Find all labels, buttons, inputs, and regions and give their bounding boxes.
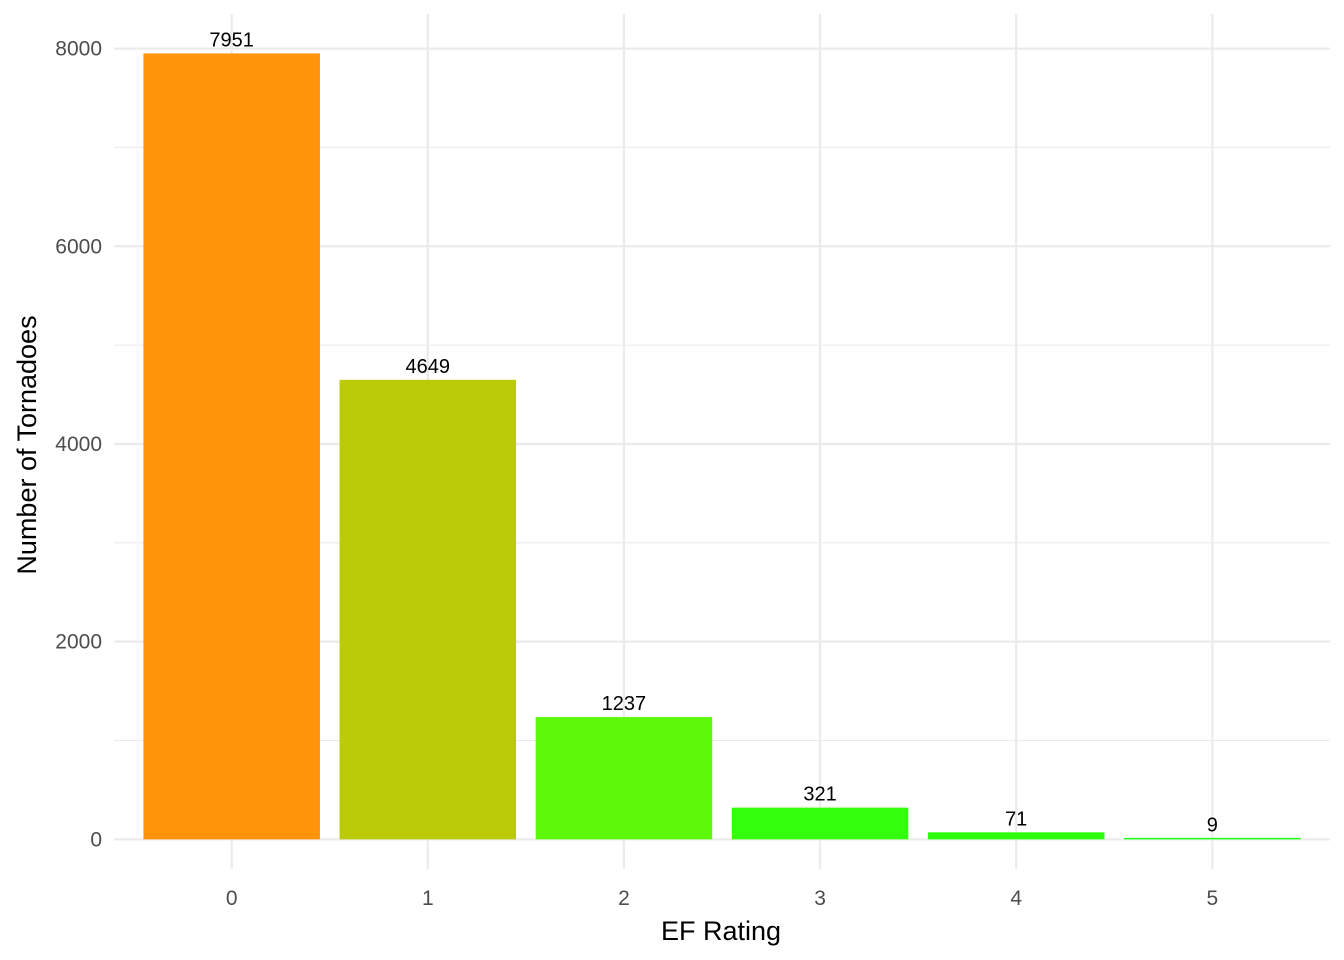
bar-ef-0 (143, 53, 320, 840)
y-axis-tick-labels: 0 2000 4000 6000 8000 (55, 38, 102, 852)
x-axis-title: EF Rating (661, 916, 781, 946)
bar-ef-1 (339, 379, 517, 840)
bar-value-labels: 7951 4649 1237 321 71 9 (209, 29, 1217, 836)
bar-value-label: 4649 (406, 356, 451, 378)
bar-value-label: 71 (1005, 808, 1027, 830)
bar-value-label: 1237 (602, 693, 647, 715)
y-tick-label: 8000 (55, 38, 102, 61)
x-tick-label: 2 (618, 887, 630, 910)
x-tick-label: 0 (226, 887, 238, 910)
y-tick-label: 4000 (55, 433, 102, 456)
x-axis-tick-labels: 0 1 2 3 4 5 (226, 887, 1218, 910)
bar-ef-5 (1124, 837, 1301, 840)
bar-value-label: 7951 (209, 29, 254, 51)
bar-ef-4 (927, 832, 1105, 840)
x-tick-label: 4 (1010, 887, 1022, 910)
y-tick-label: 0 (90, 828, 102, 851)
bars (143, 53, 1301, 840)
y-tick-label: 2000 (55, 631, 102, 654)
bar-value-label: 321 (803, 784, 836, 806)
x-tick-label: 5 (1206, 887, 1218, 910)
bar-value-label: 9 (1207, 814, 1218, 836)
x-tick-label: 3 (814, 887, 826, 910)
y-axis-title: Number of Tornadoes (12, 315, 42, 574)
bar-ef-3 (731, 807, 909, 840)
bar-ef-2 (535, 717, 713, 840)
x-tick-label: 1 (422, 887, 434, 910)
y-tick-label: 6000 (55, 235, 102, 258)
